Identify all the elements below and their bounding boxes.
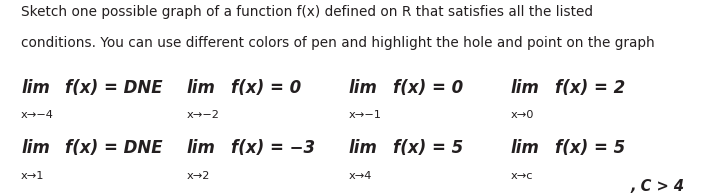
Text: x→−1: x→−1	[348, 110, 382, 120]
Text: lim: lim	[21, 139, 50, 157]
Text: lim: lim	[510, 139, 539, 157]
Text: x→1: x→1	[21, 171, 44, 181]
Text: lim: lim	[21, 79, 50, 97]
Text: f(x) = 5: f(x) = 5	[393, 139, 463, 157]
Text: lim: lim	[510, 79, 539, 97]
Text: f(x) = 5: f(x) = 5	[555, 139, 625, 157]
Text: Sketch one possible graph of a function f(x) defined on R that satisfies all the: Sketch one possible graph of a function …	[21, 5, 593, 19]
Text: x→−2: x→−2	[187, 110, 220, 120]
Text: x→4: x→4	[348, 171, 372, 181]
Text: lim: lim	[187, 79, 215, 97]
Text: f(x) = DNE: f(x) = DNE	[65, 79, 163, 97]
Text: x→2: x→2	[187, 171, 210, 181]
Text: f(x) = 2: f(x) = 2	[555, 79, 625, 97]
Text: , C > 4: , C > 4	[630, 179, 684, 194]
Text: x→c: x→c	[510, 171, 533, 181]
Text: f(x) = −3: f(x) = −3	[231, 139, 315, 157]
Text: lim: lim	[348, 79, 377, 97]
Text: x→0: x→0	[510, 110, 534, 120]
Text: x→−4: x→−4	[21, 110, 54, 120]
Text: f(x) = 0: f(x) = 0	[231, 79, 301, 97]
Text: conditions. You can use different colors of pen and highlight the hole and point: conditions. You can use different colors…	[21, 36, 655, 50]
Text: f(x) = DNE: f(x) = DNE	[65, 139, 163, 157]
Text: lim: lim	[348, 139, 377, 157]
Text: lim: lim	[187, 139, 215, 157]
Text: f(x) = 0: f(x) = 0	[393, 79, 463, 97]
